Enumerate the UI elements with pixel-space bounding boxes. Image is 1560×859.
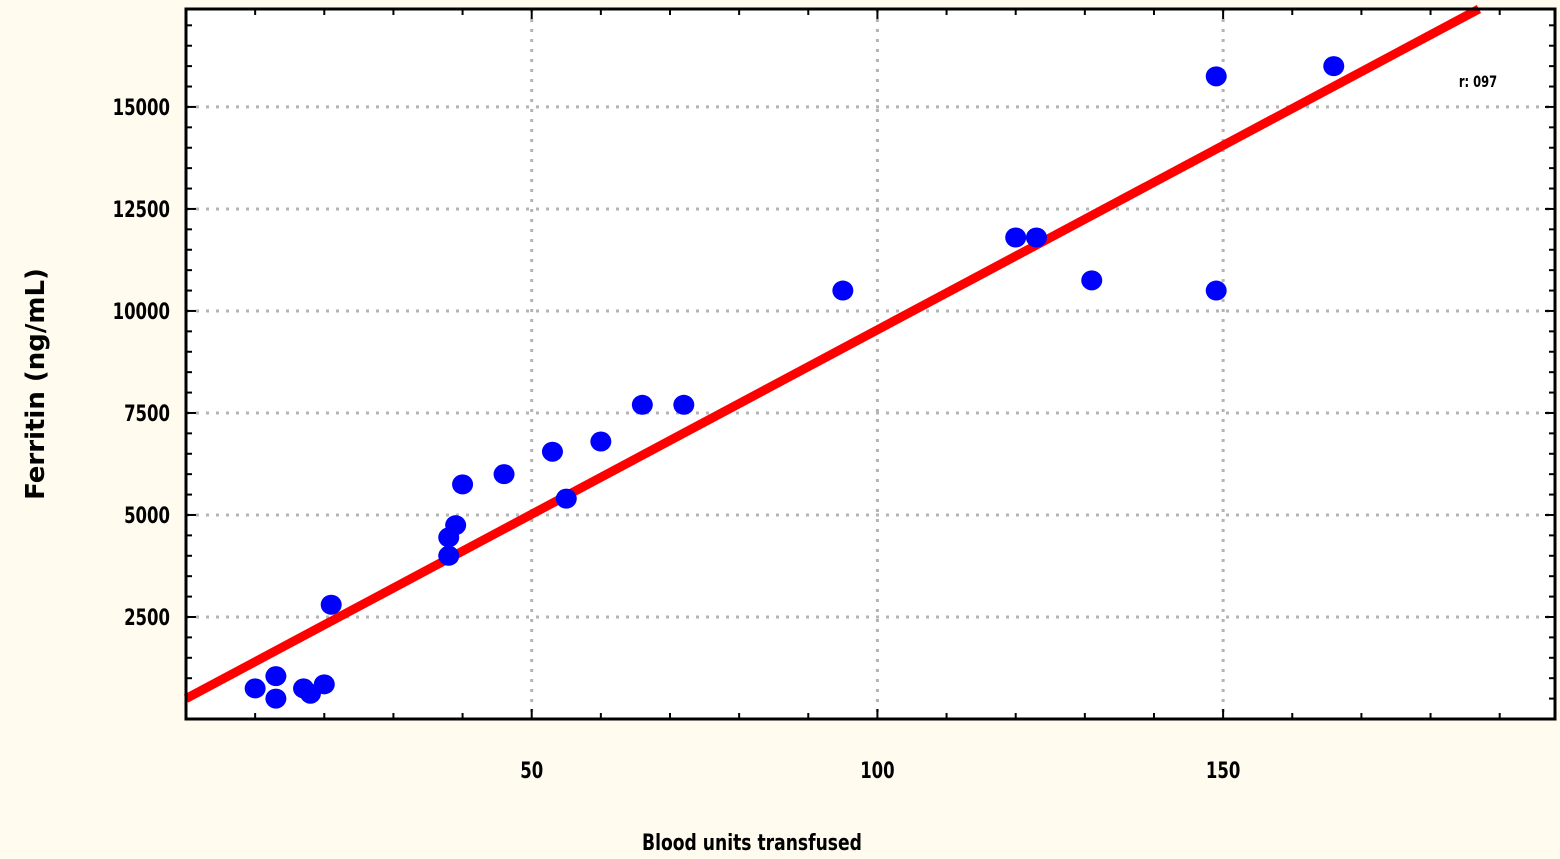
y-tick-label: 10000 [113, 299, 170, 325]
data-point [832, 280, 854, 301]
x-tick-labels: 50 100 150 [520, 758, 1240, 784]
data-point [438, 545, 460, 566]
x-tick-label: 150 [1206, 758, 1240, 784]
plot-area [186, 9, 1555, 719]
data-point [1081, 270, 1103, 291]
data-point [1025, 227, 1047, 248]
y-tick-label: 15000 [113, 95, 170, 121]
data-point [265, 666, 287, 687]
plot-frame [184, 7, 1557, 721]
x-tick-label: 100 [860, 758, 894, 784]
data-point [313, 674, 335, 695]
data-point [493, 464, 515, 485]
data-point [1205, 280, 1227, 301]
trendline-group [183, 5, 1482, 703]
data-point [631, 394, 653, 415]
data-point [445, 515, 467, 536]
x-tick-label: 50 [520, 758, 543, 784]
grid-lines [186, 9, 1555, 719]
y-tick-label: 2500 [124, 605, 170, 631]
data-point [590, 431, 612, 452]
data-point [541, 441, 563, 462]
correlation-annotation: r: 097 [1459, 73, 1497, 91]
data-point [1323, 56, 1345, 77]
y-tick-label: 12500 [113, 197, 170, 223]
y-tick-label: 7500 [124, 401, 170, 427]
x-axis-title: Blood units transfused [642, 830, 862, 856]
data-point [320, 594, 342, 615]
data-point [265, 688, 287, 709]
data-point [555, 488, 577, 509]
y-tick-label: 5000 [124, 503, 170, 529]
data-points [244, 56, 1345, 709]
data-point [673, 394, 695, 415]
trendline [183, 5, 1482, 703]
y-tick-labels: 2500 5000 7500 10000 12500 15000 [113, 95, 170, 631]
data-point [1205, 66, 1227, 87]
data-point [1005, 227, 1027, 248]
y-axis-title: Ferritin (ng/mL) [21, 268, 51, 500]
data-point [244, 678, 266, 699]
data-point [452, 474, 474, 495]
